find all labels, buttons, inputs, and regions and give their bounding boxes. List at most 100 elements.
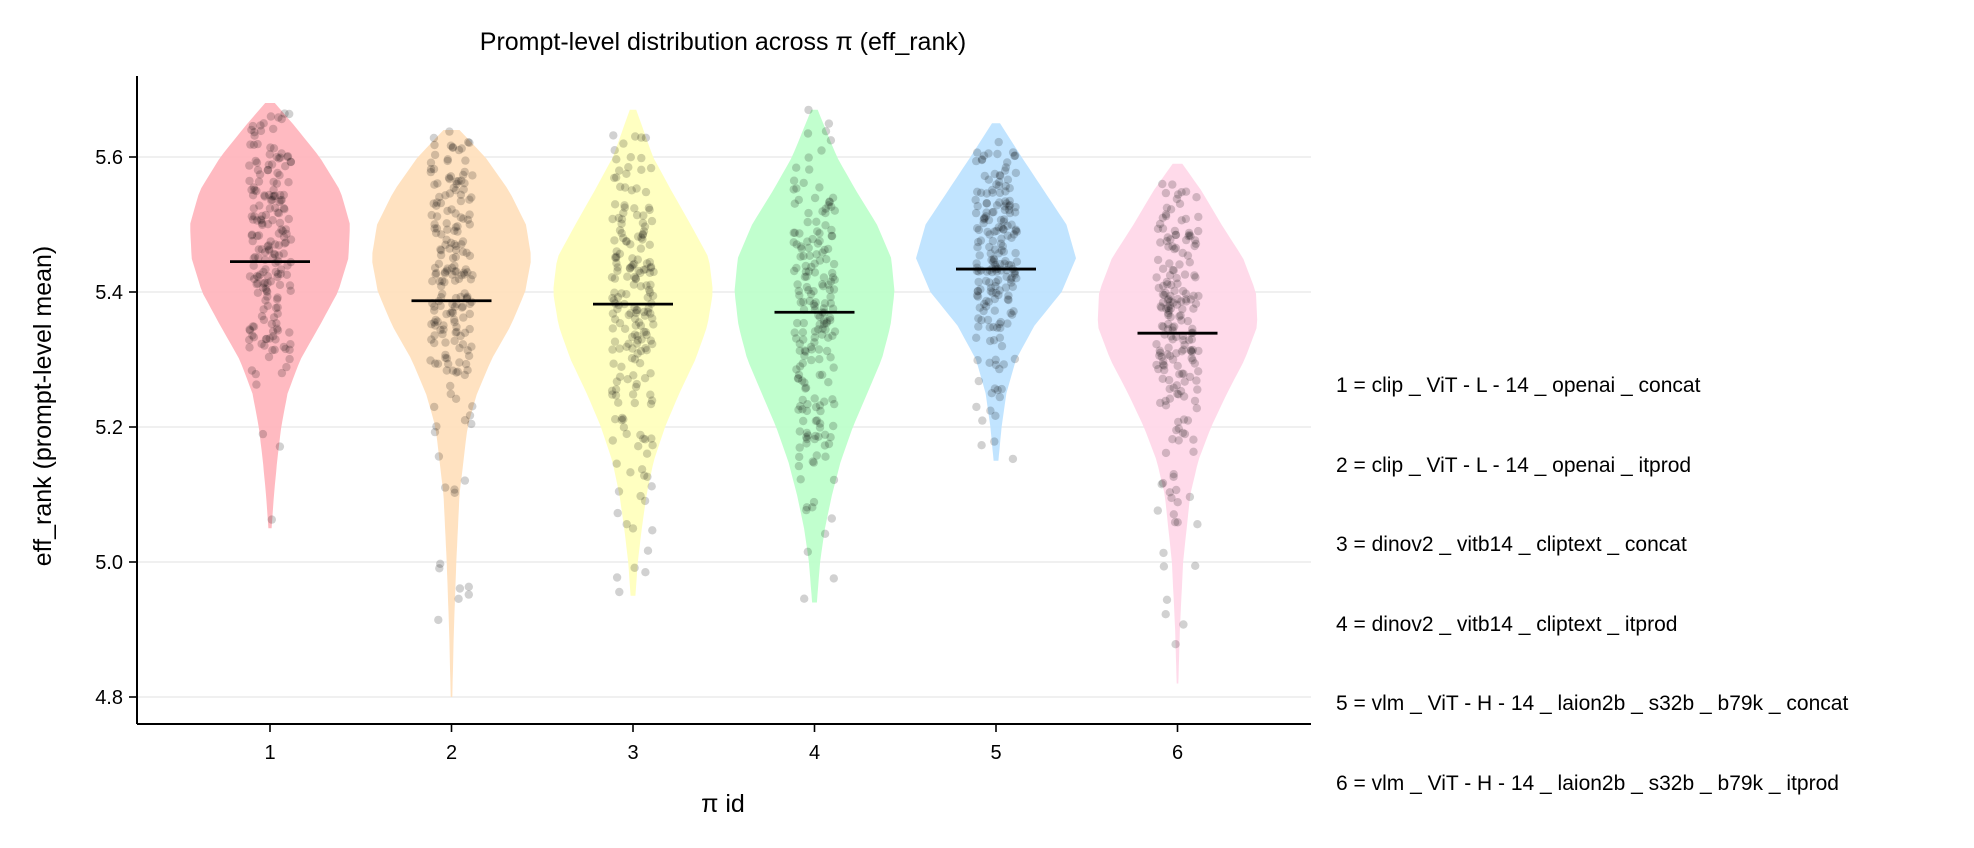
data-point-2 <box>446 238 456 247</box>
data-point-1 <box>275 442 285 451</box>
data-point-6 <box>1169 383 1178 392</box>
data-point-6 <box>1170 322 1179 331</box>
data-point-3 <box>636 268 645 278</box>
data-point-6 <box>1173 361 1182 371</box>
data-point-1 <box>248 191 258 200</box>
data-point-4 <box>799 318 808 328</box>
data-point-2 <box>455 584 465 593</box>
data-point-5 <box>986 249 995 258</box>
data-point-6 <box>1192 193 1201 202</box>
data-point-2 <box>456 292 465 302</box>
data-point-1 <box>273 326 283 335</box>
data-point-3 <box>630 259 639 269</box>
data-point-6 <box>1194 346 1203 356</box>
data-point-3 <box>633 232 643 241</box>
data-point-3 <box>622 290 631 299</box>
data-point-4 <box>805 296 814 306</box>
data-point-5 <box>972 259 981 268</box>
data-point-4 <box>828 395 837 404</box>
data-point-5 <box>989 254 998 263</box>
data-point-1 <box>279 249 288 258</box>
data-point-3 <box>634 318 644 327</box>
data-point-6 <box>1169 470 1178 479</box>
data-point-5 <box>988 188 997 197</box>
data-point-1 <box>274 113 283 122</box>
data-point-5 <box>1003 295 1013 304</box>
x-tick-label: 5 <box>990 742 1001 764</box>
data-point-6 <box>1159 357 1168 366</box>
data-point-5 <box>1006 275 1015 284</box>
data-point-1 <box>245 343 254 352</box>
x-tick-label: 2 <box>446 742 457 764</box>
data-point-4 <box>814 325 823 334</box>
data-point-2 <box>458 340 468 349</box>
data-point-2 <box>452 327 461 337</box>
data-point-6 <box>1180 429 1190 439</box>
data-point-2 <box>460 289 469 298</box>
data-point-3 <box>616 182 625 191</box>
data-point-2 <box>464 138 473 147</box>
data-point-3 <box>630 355 640 364</box>
data-point-1 <box>268 327 278 336</box>
data-point-2 <box>441 338 450 347</box>
data-point-2 <box>457 176 466 185</box>
data-point-5 <box>1012 257 1022 266</box>
data-point-4 <box>827 514 836 523</box>
data-point-1 <box>254 245 263 254</box>
data-point-2 <box>453 227 462 236</box>
data-point-2 <box>450 276 460 285</box>
data-point-3 <box>626 153 635 162</box>
data-point-3 <box>641 568 650 577</box>
data-point-3 <box>631 132 640 141</box>
data-point-3 <box>646 280 655 289</box>
data-point-3 <box>640 496 650 506</box>
data-point-3 <box>620 324 630 333</box>
data-point-1 <box>271 203 280 213</box>
data-point-5 <box>982 296 991 306</box>
data-point-6 <box>1177 297 1186 306</box>
data-point-4 <box>827 231 837 241</box>
data-point-4 <box>795 452 804 462</box>
data-point-1 <box>256 216 266 225</box>
data-point-2 <box>458 237 468 246</box>
data-point-5 <box>976 236 986 245</box>
data-point-3 <box>611 253 620 262</box>
data-point-4 <box>815 419 825 428</box>
data-point-4 <box>815 355 824 364</box>
data-point-5 <box>1001 163 1011 172</box>
data-point-2 <box>441 353 450 362</box>
data-point-1 <box>257 215 266 224</box>
data-point-5 <box>1001 187 1010 196</box>
data-point-3 <box>617 215 627 224</box>
data-point-6 <box>1166 235 1175 244</box>
data-point-2 <box>438 289 447 299</box>
data-point-2 <box>443 225 452 234</box>
data-point-6 <box>1190 236 1200 245</box>
data-point-5 <box>997 341 1007 351</box>
data-point-2 <box>458 302 467 311</box>
data-point-3 <box>610 173 619 183</box>
data-point-4 <box>810 259 819 268</box>
data-point-2 <box>426 356 435 365</box>
data-point-3 <box>611 415 620 424</box>
data-point-3 <box>612 247 621 256</box>
data-point-1 <box>267 195 277 204</box>
data-point-4 <box>790 328 799 337</box>
data-point-6 <box>1165 271 1175 280</box>
data-point-4 <box>820 299 830 308</box>
data-point-4 <box>792 163 801 172</box>
data-point-1 <box>285 354 294 364</box>
data-point-4 <box>826 433 835 442</box>
data-point-3 <box>609 296 619 305</box>
data-point-3 <box>627 186 636 195</box>
data-point-5 <box>995 188 1005 198</box>
data-point-3 <box>648 339 657 349</box>
data-point-6 <box>1164 306 1174 315</box>
data-point-4 <box>810 301 819 311</box>
data-point-2 <box>451 394 461 403</box>
data-point-4 <box>825 197 834 207</box>
data-point-2 <box>442 354 452 363</box>
data-point-6 <box>1170 226 1180 236</box>
data-point-3 <box>627 354 637 363</box>
data-point-3 <box>637 465 647 474</box>
